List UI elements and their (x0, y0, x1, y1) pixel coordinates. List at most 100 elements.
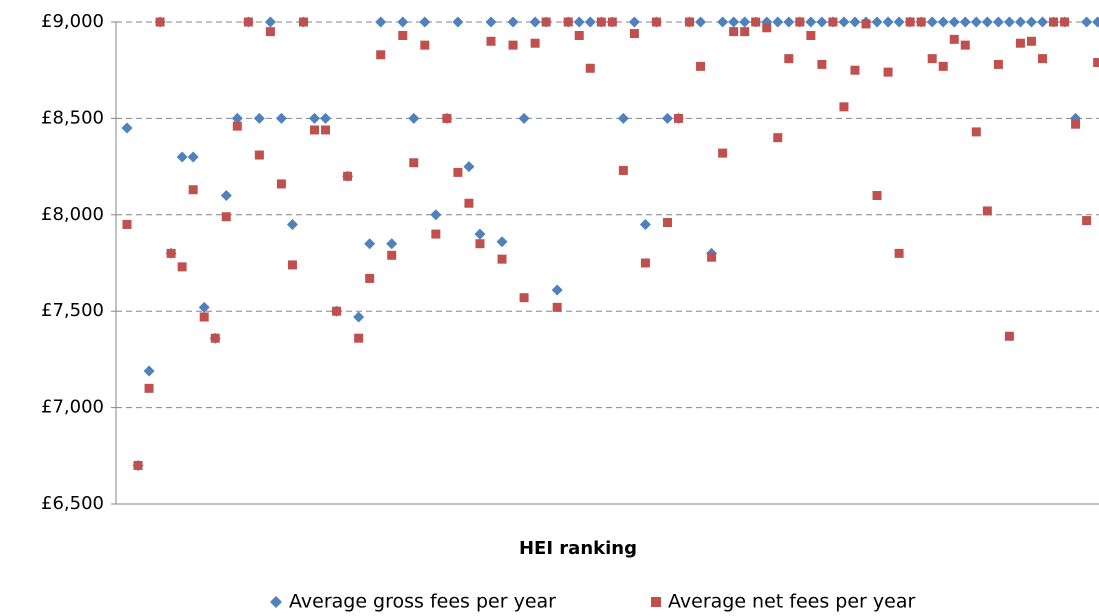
point (1082, 216, 1092, 226)
point (474, 228, 486, 240)
point (541, 17, 551, 27)
point (253, 112, 265, 124)
point (640, 258, 650, 268)
point (618, 165, 628, 175)
point (1015, 38, 1025, 48)
point (166, 248, 176, 258)
point (431, 229, 441, 239)
point (1081, 16, 1093, 28)
point (628, 16, 640, 28)
point (375, 16, 387, 28)
point (696, 61, 706, 71)
point (806, 30, 816, 40)
point (850, 65, 860, 75)
legend-marker (651, 597, 661, 607)
point (121, 122, 133, 134)
point (221, 212, 231, 222)
y-tick-label: £8,500 (41, 107, 104, 128)
point (220, 190, 232, 202)
point (496, 236, 508, 248)
point (265, 27, 275, 37)
point (519, 293, 529, 303)
point (882, 16, 894, 28)
point (143, 365, 155, 377)
point (298, 17, 308, 27)
point (508, 40, 518, 50)
point (309, 112, 321, 124)
point (893, 16, 905, 28)
point (773, 133, 783, 143)
legend-marker (270, 596, 282, 608)
legend-label: Average net fees per year (668, 591, 915, 613)
point (872, 191, 882, 201)
point (530, 38, 540, 48)
point (574, 30, 584, 40)
point (387, 250, 397, 260)
point (310, 125, 320, 135)
point (607, 17, 617, 27)
point (905, 17, 915, 27)
point (442, 113, 452, 123)
point (563, 17, 573, 27)
point (122, 219, 132, 229)
point (353, 311, 365, 323)
point (674, 113, 683, 123)
point (397, 16, 409, 28)
point (464, 198, 474, 208)
point (596, 17, 606, 27)
point (795, 17, 805, 27)
point (409, 158, 419, 168)
point (176, 151, 188, 163)
point (772, 16, 784, 28)
point (551, 284, 563, 296)
point (320, 112, 332, 124)
point (838, 16, 850, 28)
point (1025, 16, 1037, 28)
point (938, 61, 948, 71)
point (729, 27, 739, 37)
y-tick-label: £6,500 (41, 493, 104, 514)
point (188, 185, 198, 195)
y-tick-label: £7,500 (41, 300, 104, 321)
point (805, 16, 817, 28)
point (155, 17, 165, 27)
point (1036, 16, 1048, 28)
point (740, 27, 750, 37)
point (420, 40, 430, 50)
point (861, 19, 871, 29)
point (364, 238, 376, 250)
point (949, 34, 959, 44)
point (1003, 16, 1015, 28)
point (937, 16, 949, 28)
point (430, 209, 442, 221)
point (264, 16, 276, 28)
point (751, 17, 761, 27)
point (573, 16, 585, 28)
point (486, 36, 496, 46)
point (343, 171, 353, 181)
point (231, 112, 243, 124)
point (386, 238, 398, 250)
point (916, 17, 926, 27)
legend-label: Average gross fees per year (289, 591, 556, 613)
y-tick-label: £7,000 (41, 397, 104, 418)
point (518, 112, 530, 124)
point (718, 148, 728, 158)
point (894, 248, 904, 258)
point (1092, 16, 1099, 28)
point (243, 17, 253, 27)
point (354, 333, 364, 343)
point (651, 17, 661, 27)
point (286, 218, 298, 230)
point (199, 312, 209, 322)
point (133, 460, 143, 470)
point (198, 301, 210, 313)
point (187, 151, 199, 163)
point (475, 239, 485, 249)
point (784, 54, 794, 64)
point (254, 150, 264, 160)
point (144, 383, 154, 393)
point (992, 16, 1004, 28)
point (639, 218, 651, 230)
